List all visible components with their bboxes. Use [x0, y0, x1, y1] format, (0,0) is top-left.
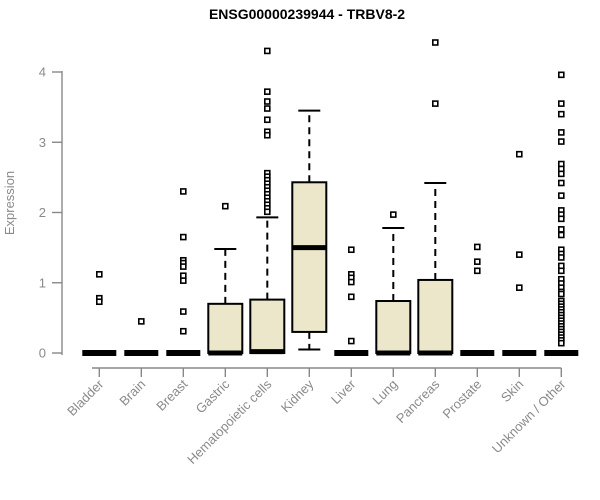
outlier-point-hematopoietic-cells	[263, 131, 271, 139]
outlier-point-prostate	[473, 243, 481, 251]
outlier-point-hematopoietic-cells	[263, 88, 271, 95]
outlier-point-hematopoietic-cells	[263, 98, 271, 105]
outlier-point-unknown-other	[557, 170, 565, 178]
box-series	[82, 39, 579, 356]
outlier-point-hematopoietic-cells	[263, 208, 271, 216]
box-prostate	[460, 243, 495, 356]
collapsed-box-bladder	[82, 350, 117, 356]
box-kidney	[291, 109, 328, 351]
outlier-point-prostate	[473, 258, 481, 265]
x-tick-label-liver: Liver	[328, 376, 359, 407]
outlier-point-unknown-other	[557, 254, 565, 261]
outlier-point-unknown-other	[557, 339, 565, 347]
chart-title: ENSG00000239944 - TRBV8-2	[209, 6, 405, 22]
y-tick-label-1: 1	[39, 275, 46, 290]
iqr-box-pancreas	[417, 278, 454, 354]
box-gastric	[207, 202, 244, 356]
box-breast	[166, 188, 201, 356]
outlier-point-unknown-other	[557, 215, 565, 223]
collapsed-box-prostate	[460, 350, 495, 356]
outlier-point-hematopoietic-cells	[263, 105, 271, 112]
x-tick-label-breast: Breast	[153, 376, 190, 413]
x-tick-label-brain: Brain	[116, 377, 148, 409]
outlier-point-breast	[180, 233, 187, 241]
x-tick-label-pancreas: Pancreas	[393, 376, 443, 426]
box-skin	[502, 150, 537, 356]
outlier-point-breast	[180, 277, 187, 284]
x-tick-label-lung: Lung	[369, 377, 400, 408]
collapsed-box-skin	[502, 350, 537, 356]
box-pancreas	[417, 39, 454, 356]
outlier-point-gastric	[222, 202, 229, 210]
outlier-point-skin	[515, 150, 523, 158]
y-tick-label-3: 3	[39, 135, 46, 150]
outlier-point-breast	[180, 188, 187, 195]
outlier-point-unknown-other	[557, 100, 565, 107]
outlier-point-skin	[515, 284, 523, 291]
outlier-point-unknown-other	[557, 226, 565, 233]
x-tick-label-bladder: Bladder	[64, 376, 107, 419]
box-bladder	[82, 271, 117, 356]
x-tick-label-skin: Skin	[498, 377, 526, 405]
outlier-point-unknown-other	[557, 110, 565, 118]
outlier-point-unknown-other	[557, 179, 565, 187]
x-tick-label-gastric: Gastric	[193, 376, 233, 416]
iqr-box-hematopoietic-cells	[249, 298, 286, 354]
box-brain	[124, 318, 159, 356]
outlier-point-liver	[347, 246, 355, 254]
collapsed-box-brain	[124, 350, 159, 356]
box-unknown-other	[544, 71, 579, 356]
x-tick-label-unknown-other: Unknown / Other	[489, 376, 569, 456]
outlier-point-pancreas	[431, 39, 439, 46]
x-tick-label-prostate: Prostate	[440, 377, 485, 422]
outlier-point-bladder	[96, 271, 103, 278]
outlier-point-pancreas	[431, 100, 439, 107]
outlier-point-unknown-other	[557, 290, 565, 298]
box-hematopoietic-cells	[249, 47, 286, 355]
outlier-point-brain	[138, 318, 145, 325]
outlier-point-lung	[389, 211, 397, 218]
box-lung	[375, 211, 412, 356]
outlier-point-unknown-other	[557, 231, 565, 239]
outlier-point-liver	[347, 337, 355, 345]
outlier-point-unknown-other	[557, 138, 565, 145]
y-axis-title: Expression	[2, 171, 17, 235]
outlier-point-unknown-other	[557, 71, 565, 79]
x-tick-label-kidney: Kidney	[278, 376, 317, 415]
outlier-point-hematopoietic-cells	[263, 47, 271, 55]
outlier-point-unknown-other	[557, 267, 565, 275]
outlier-point-unknown-other	[557, 129, 565, 136]
iqr-box-gastric	[207, 302, 244, 355]
outlier-point-unknown-other	[557, 192, 565, 199]
outlier-point-liver	[347, 278, 355, 286]
outlier-point-hematopoietic-cells	[263, 116, 271, 124]
box-liver	[334, 246, 369, 356]
y-tick-label-2: 2	[39, 205, 46, 220]
y-tick-label-0: 0	[39, 346, 46, 361]
outlier-point-bladder	[96, 298, 103, 306]
outlier-point-breast	[180, 308, 187, 315]
collapsed-box-breast	[166, 350, 201, 356]
collapsed-box-unknown-other	[544, 350, 579, 356]
collapsed-box-liver	[334, 350, 369, 356]
outlier-point-breast	[180, 327, 187, 335]
outlier-point-liver	[347, 293, 355, 301]
outlier-point-prostate	[473, 267, 481, 275]
y-tick-label-4: 4	[39, 65, 46, 80]
outlier-point-breast	[180, 263, 187, 270]
iqr-box-lung	[375, 300, 412, 355]
iqr-box-kidney	[291, 181, 328, 333]
outlier-point-skin	[515, 251, 523, 258]
